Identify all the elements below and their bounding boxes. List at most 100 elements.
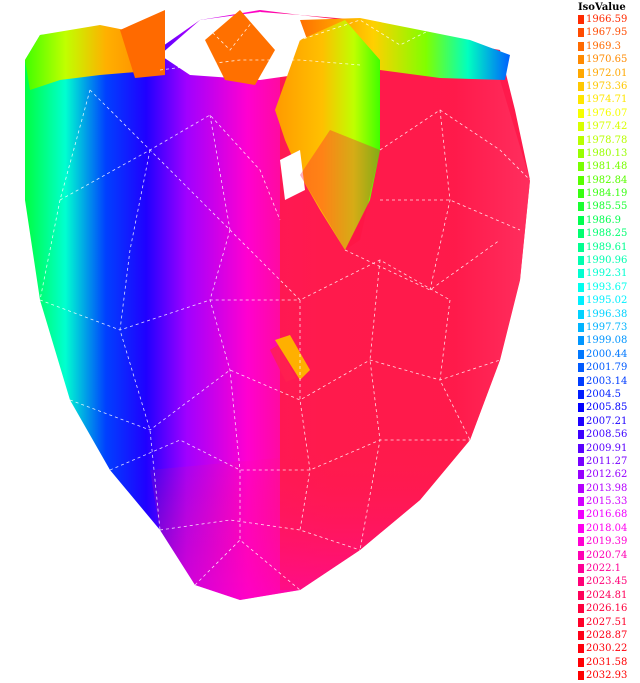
legend-swatch [578,162,584,172]
legend-entry: 2011.27 [576,455,638,468]
isosurface-viewport[interactable] [0,0,570,623]
legend-entry: 2031.58 [576,656,638,669]
legend-label: 1980.13 [586,147,628,159]
legend-entry: 1999.08 [576,334,638,347]
legend-label: 1982.84 [586,174,628,186]
legend-swatch [578,309,584,319]
legend-swatch [578,617,584,627]
legend-label: 2023.45 [586,576,628,588]
legend-label: 2009.91 [586,442,628,454]
legend-swatch [578,68,584,78]
legend-label: 2024.81 [586,589,628,601]
legend-entry: 1990.96 [576,254,638,267]
legend-label: 1969.3 [586,40,621,52]
legend-label: 2020.74 [586,549,628,561]
legend-label: 1990.96 [586,255,628,267]
papillary-inner-white [280,150,305,200]
legend-label: 1999.08 [586,335,628,347]
legend-entry: 1982.84 [576,174,638,187]
legend-label: 2011.27 [586,455,628,467]
legend-label: 2019.39 [586,536,628,548]
legend-swatch [578,282,584,292]
legend-swatch [578,15,584,24]
legend-swatch [578,403,584,413]
legend-label: 2005.85 [586,402,628,414]
legend-swatch [578,671,584,681]
legend-swatch [578,644,584,654]
legend-swatch [578,296,584,306]
heart-isosurface [25,10,531,600]
legend-swatch [578,550,584,560]
legend-swatch [578,336,584,346]
legend-entry: 1976.07 [576,107,638,120]
orange-flap-left [120,10,165,78]
legend-swatch [578,430,584,440]
legend-swatch [578,590,584,600]
legend-label: 1993.67 [586,281,628,293]
legend-entry: 1970.65 [576,53,638,66]
legend-label: 1974.71 [586,94,628,106]
legend-entry: 2016.68 [576,508,638,521]
orange-flap-center [205,10,275,85]
legend-rows: 1966.59 1967.95 1969.3 1970.65 1972.01 1973.3… [576,13,638,683]
legend-swatch [578,564,584,574]
legend-label: 2018.04 [586,522,628,534]
legend-swatch [578,657,584,667]
papillary-shadow [300,130,380,250]
legend-label: 1981.48 [586,161,628,173]
legend-entry: 2000.44 [576,348,638,361]
legend-swatch [578,456,584,466]
legend-entry: 2009.91 [576,442,638,455]
legend-entry: 2003.14 [576,375,638,388]
legend-swatch [578,483,584,493]
legend-label: 2030.22 [586,643,628,655]
legend-entry: 1992.31 [576,267,638,280]
legend-swatch [578,229,584,239]
legend-label: 2007.21 [586,415,628,427]
legend-swatch [578,537,584,547]
legend-label: 1996.38 [586,308,628,320]
legend-entry: 2032.93 [576,669,638,682]
legend-entry: 1996.38 [576,308,638,321]
legend-swatch [578,510,584,520]
legend-label: 2015.33 [586,496,628,508]
legend-label: 1985.55 [586,201,628,213]
legend-entry: 1969.3 [576,40,638,53]
mesh-lines [39,11,531,591]
legend-entry: 1985.55 [576,200,638,213]
legend-swatch [578,604,584,614]
legend-label: 1997.73 [586,321,628,333]
legend-entry: 1997.73 [576,321,638,334]
legend-swatch [578,175,584,185]
legend-label: 2012.62 [586,469,628,481]
legend-swatch [578,322,584,332]
legend-swatch [578,349,584,359]
legend-swatch [578,363,584,373]
legend-entry: 2001.79 [576,361,638,374]
legend-entry: 2004.5 [576,388,638,401]
ventricle-bottom-shade [150,440,470,600]
legend-swatch [578,148,584,158]
legend-entry: 2022.1 [576,562,638,575]
legend-entry: 2024.81 [576,589,638,602]
legend-label: 1989.61 [586,241,628,253]
legend-label: 1967.95 [586,27,628,39]
legend-entry: 1980.13 [576,147,638,160]
legend-label: 1970.65 [586,54,628,66]
legend-entry: 1972.01 [576,67,638,80]
legend-entry: 1988.25 [576,227,638,240]
legend-entry: 2015.33 [576,495,638,508]
legend-swatch [578,523,584,533]
legend-entry: 1986.9 [576,214,638,227]
legend-label: 2028.87 [586,629,628,641]
legend-swatch [578,41,584,51]
legend-entry: 1978.78 [576,134,638,147]
legend-swatch [578,28,584,38]
legend-entry: 2018.04 [576,522,638,535]
legend-entry: 2008.56 [576,428,638,441]
legend-entry: 2013.98 [576,482,638,495]
legend-swatch [578,376,584,386]
legend-label: 2032.93 [586,670,628,682]
legend-label: 1984.19 [586,188,628,200]
legend-swatch [578,202,584,212]
